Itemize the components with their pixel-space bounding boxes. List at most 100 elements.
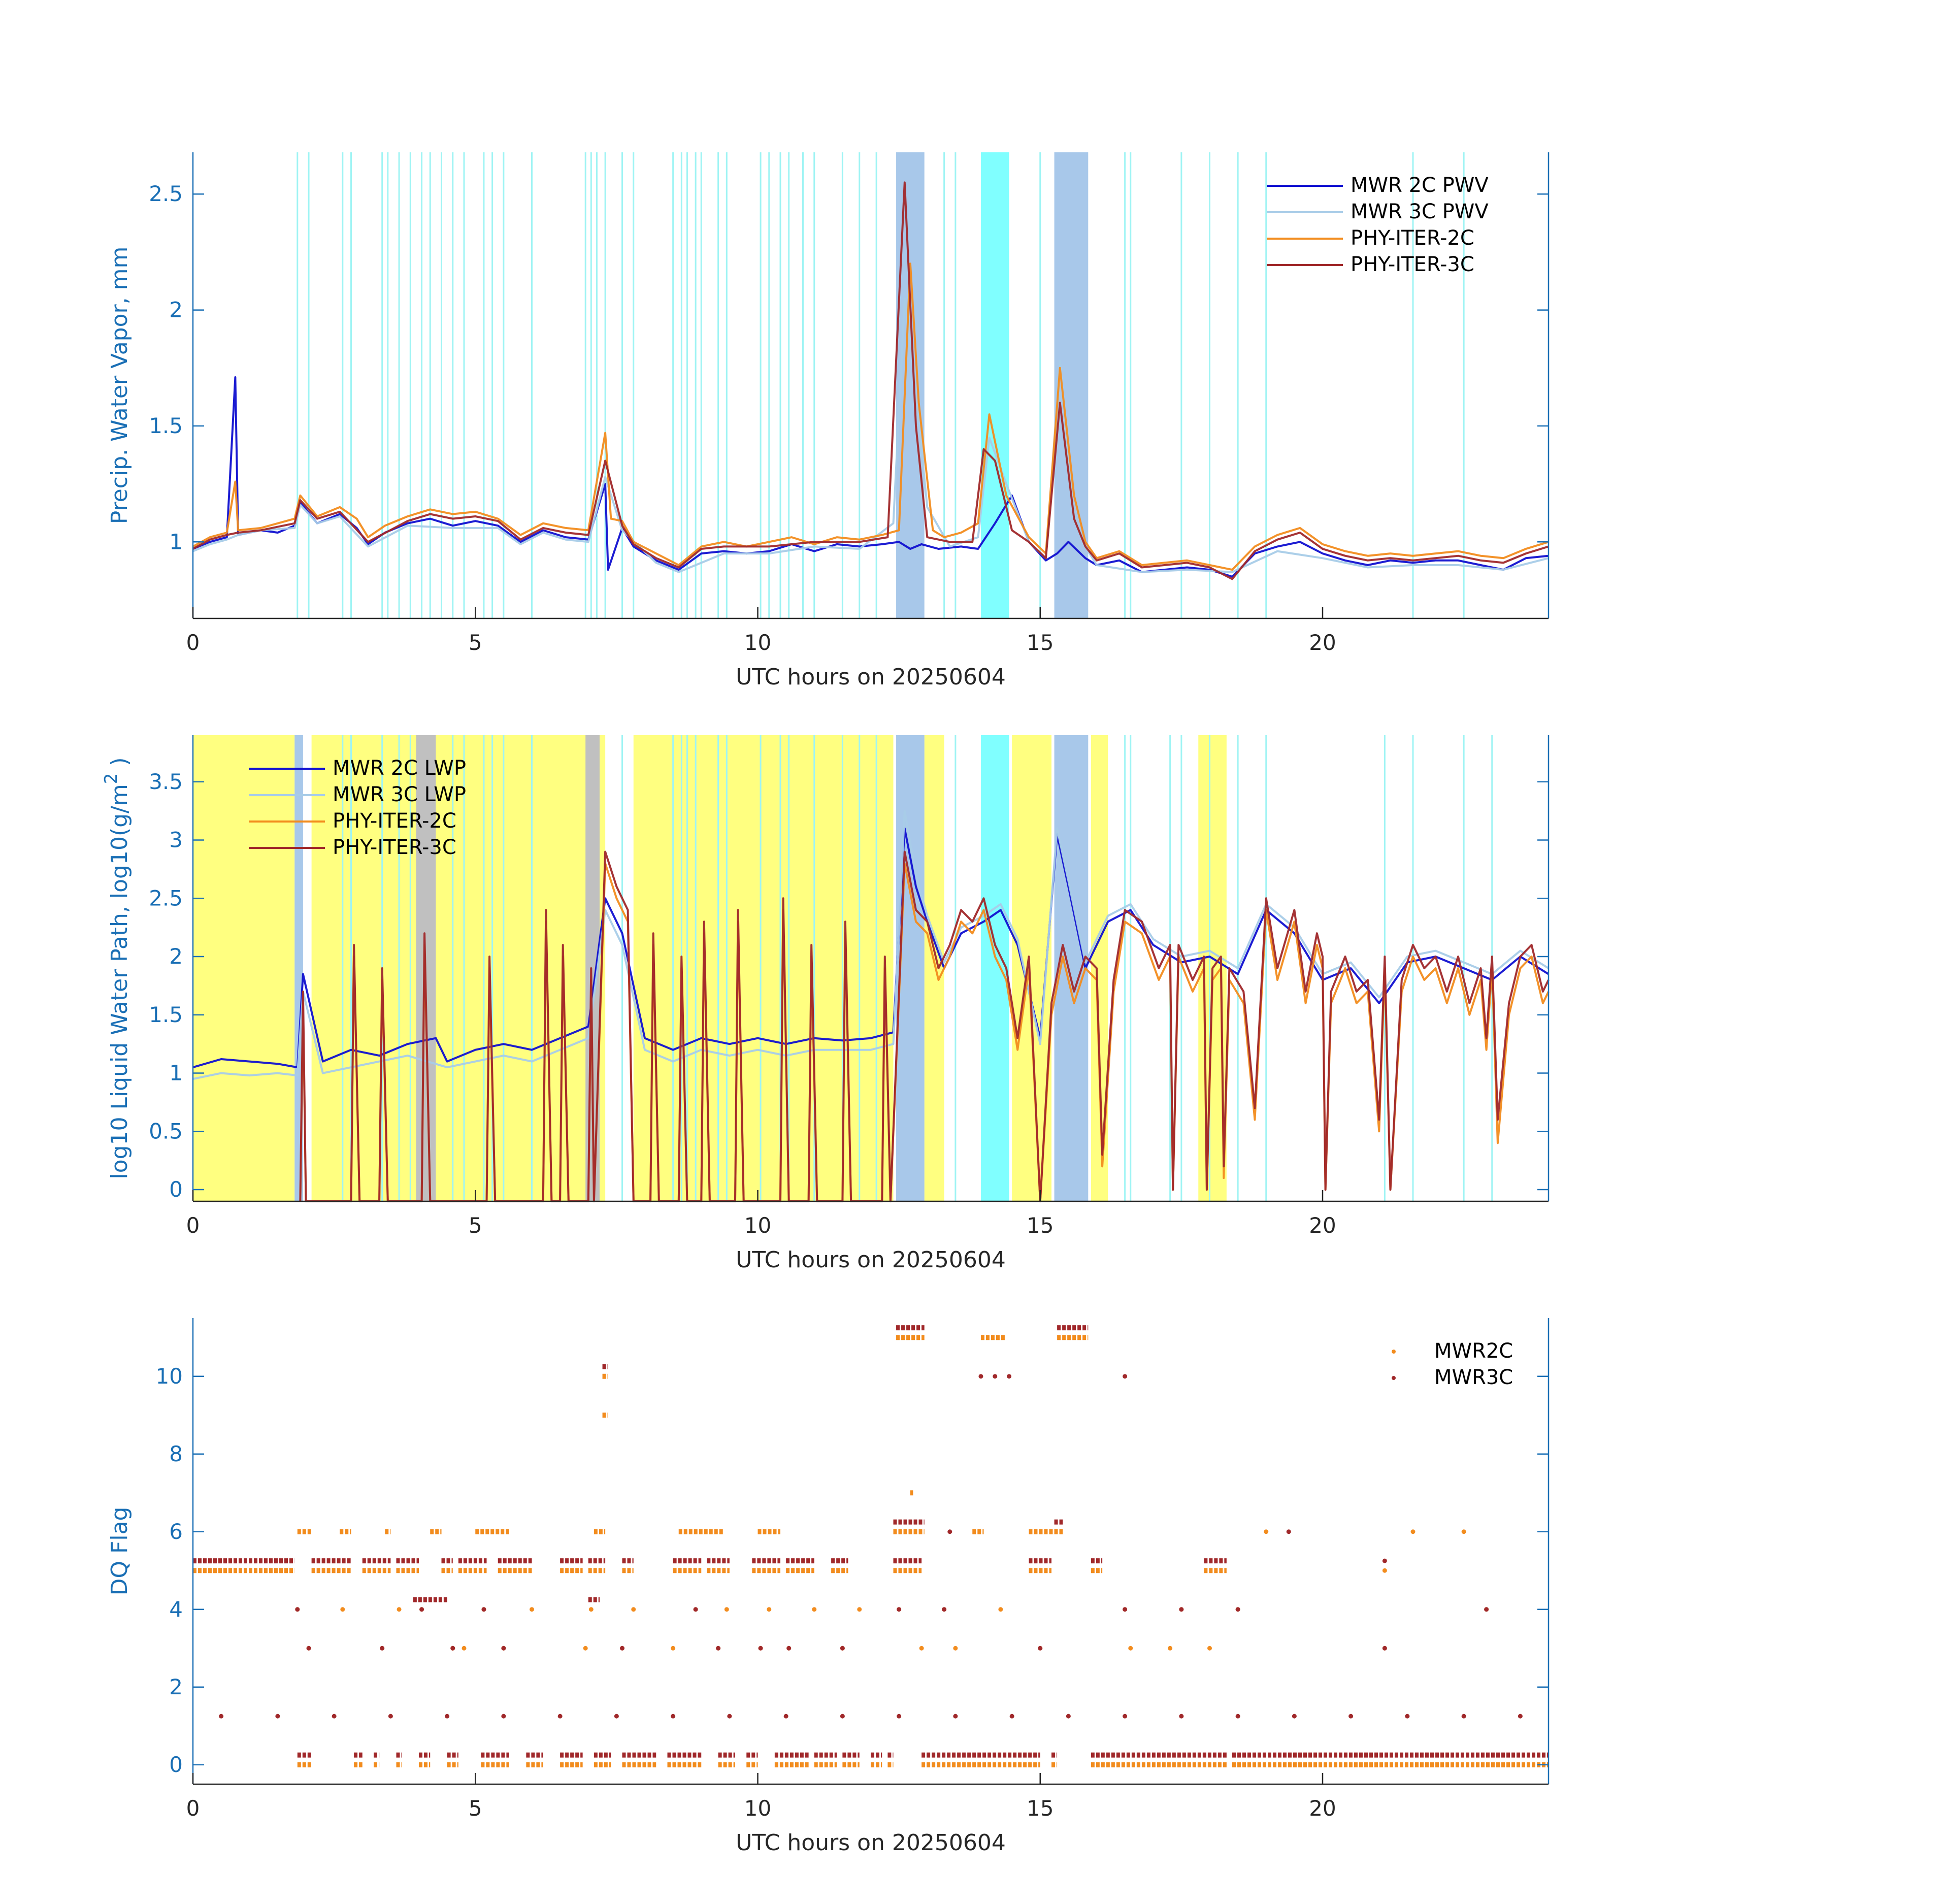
x-axis-label: UTC hours on 20250604 bbox=[736, 1830, 1006, 1856]
dq-point-3c bbox=[1009, 1714, 1014, 1719]
y-tick-label: 2 bbox=[169, 944, 183, 969]
dq-point-2c bbox=[1168, 1646, 1173, 1651]
dq-point-3c bbox=[840, 1646, 845, 1651]
x-tick-label: 20 bbox=[1309, 1796, 1336, 1821]
y-axis-label-end: ) bbox=[107, 757, 133, 773]
dq-point-3c bbox=[978, 1374, 983, 1379]
x-tick-label: 5 bbox=[469, 630, 482, 655]
flag-band bbox=[311, 735, 606, 1201]
legend-label: PHY-ITER-2C bbox=[333, 809, 456, 833]
y-axis-label: log10 Liquid Water Path, log10(g/m2 ) bbox=[101, 757, 133, 1179]
dq-point-3c bbox=[897, 1714, 902, 1719]
dq-point-3c bbox=[445, 1714, 450, 1719]
dq-point-3c bbox=[295, 1607, 300, 1612]
x-tick-label: 0 bbox=[186, 1796, 200, 1821]
dq-point-2c bbox=[1128, 1646, 1133, 1651]
y-tick-label: 0.5 bbox=[149, 1119, 183, 1143]
dq-point-3c bbox=[275, 1714, 280, 1719]
dq-point-3c bbox=[1518, 1714, 1523, 1719]
series-line-phy-iter-3c bbox=[192, 181, 1549, 580]
dq-point-3c bbox=[1405, 1714, 1410, 1719]
dq-point-2c bbox=[588, 1607, 594, 1612]
flag-band bbox=[924, 735, 944, 1201]
dq-point-3c bbox=[332, 1714, 337, 1719]
dq-point-3c bbox=[450, 1646, 455, 1651]
dq-point-3c bbox=[1179, 1714, 1184, 1719]
dq-point-3c bbox=[1007, 1374, 1012, 1379]
legend-label: MWR 2C LWP bbox=[333, 757, 466, 780]
dq-point-3c bbox=[1292, 1714, 1297, 1719]
dq-point-2c bbox=[953, 1646, 958, 1651]
dq-point-2c bbox=[1264, 1529, 1269, 1534]
series-line-phy-iter-2c bbox=[192, 262, 1549, 571]
flag-band bbox=[980, 735, 1009, 1201]
y-tick-label: 1.5 bbox=[149, 1002, 183, 1027]
dq-point-3c bbox=[557, 1714, 563, 1719]
dq-point-2c bbox=[1410, 1529, 1416, 1534]
dq-point-3c bbox=[942, 1607, 947, 1612]
y-axis-label: Precip. Water Vapor, mm bbox=[107, 247, 133, 524]
dq-point-3c bbox=[614, 1714, 619, 1719]
y-axis-label-main: log10 Liquid Water Path, log10(g/m bbox=[107, 784, 133, 1179]
y-tick-label: 3 bbox=[169, 828, 183, 852]
dq-point-3c bbox=[306, 1646, 311, 1651]
dq-point-2c bbox=[724, 1607, 729, 1612]
x-tick-label: 15 bbox=[1027, 1796, 1054, 1821]
dq-point-3c bbox=[1235, 1607, 1240, 1612]
y-tick-label: 4 bbox=[169, 1597, 183, 1622]
plot-area bbox=[192, 735, 1550, 1202]
plot-area bbox=[192, 152, 1549, 618]
y-tick-label: 1 bbox=[169, 1061, 183, 1086]
legend-label: MWR 3C PWV bbox=[1351, 200, 1489, 223]
dq-point-2c bbox=[857, 1607, 862, 1612]
x-tick-label: 0 bbox=[186, 1213, 200, 1238]
dq-point-3c bbox=[620, 1646, 624, 1651]
x-axis-label: UTC hours on 20250604 bbox=[736, 1247, 1006, 1273]
y-tick-label: 3.5 bbox=[149, 769, 183, 794]
dq-point-3c bbox=[716, 1646, 721, 1651]
dq-point-3c bbox=[1382, 1646, 1387, 1651]
x-tick-label: 5 bbox=[469, 1213, 482, 1238]
x-tick-label: 10 bbox=[744, 1213, 771, 1238]
y-axis-label: DQ Flag bbox=[107, 1507, 133, 1596]
x-axis-label: UTC hours on 20250604 bbox=[736, 664, 1006, 690]
legend-label: MWR 3C LWP bbox=[333, 783, 466, 806]
dq-point bbox=[1382, 1558, 1387, 1563]
dq-point-3c bbox=[388, 1714, 393, 1719]
y-tick-label: 10 bbox=[156, 1364, 183, 1389]
dq-point-2c bbox=[919, 1646, 924, 1651]
y-tick-label: 2 bbox=[169, 1675, 183, 1699]
series-line-phy-iter-3c bbox=[299, 850, 1550, 1202]
dq-point-3c bbox=[1484, 1607, 1489, 1612]
x-tick-label: 10 bbox=[744, 630, 771, 655]
flag-band bbox=[193, 735, 295, 1201]
dq-point-3c bbox=[1123, 1607, 1128, 1612]
series-line-mwr-3c-lwp bbox=[192, 810, 1550, 1080]
dq-point-3c bbox=[419, 1607, 424, 1612]
x-tick-label: 20 bbox=[1309, 1213, 1336, 1238]
dq-point-3c bbox=[1038, 1646, 1043, 1651]
dq-point bbox=[1382, 1568, 1387, 1573]
dq-point-3c bbox=[897, 1607, 902, 1612]
dq-point-3c bbox=[947, 1529, 952, 1534]
y-tick-label: 0 bbox=[169, 1752, 183, 1777]
y-tick-label: 1.5 bbox=[149, 413, 183, 438]
y-tick-label: 1 bbox=[169, 529, 183, 554]
series-line-mwr-3c-pwv bbox=[192, 297, 1549, 573]
x-tick-label: 15 bbox=[1027, 1213, 1054, 1238]
y-tick-label: 2.5 bbox=[149, 885, 183, 910]
x-tick-label: 15 bbox=[1027, 630, 1054, 655]
legend-label: MWR2C bbox=[1434, 1339, 1513, 1363]
dq-point-3c bbox=[1348, 1714, 1354, 1719]
dq-point-2c bbox=[1461, 1529, 1466, 1534]
dq-point-2c bbox=[583, 1646, 588, 1651]
dq-point-3c bbox=[501, 1714, 506, 1719]
legend-label: MWR 2C PWV bbox=[1351, 174, 1489, 197]
y-tick-label: 2.5 bbox=[149, 181, 183, 206]
dq-point-3c bbox=[758, 1646, 763, 1651]
plot-area bbox=[193, 1325, 1549, 1767]
dq-point-3c bbox=[1123, 1714, 1128, 1719]
dq-point-3c bbox=[1461, 1714, 1466, 1719]
legend-label: PHY-ITER-3C bbox=[333, 836, 456, 859]
